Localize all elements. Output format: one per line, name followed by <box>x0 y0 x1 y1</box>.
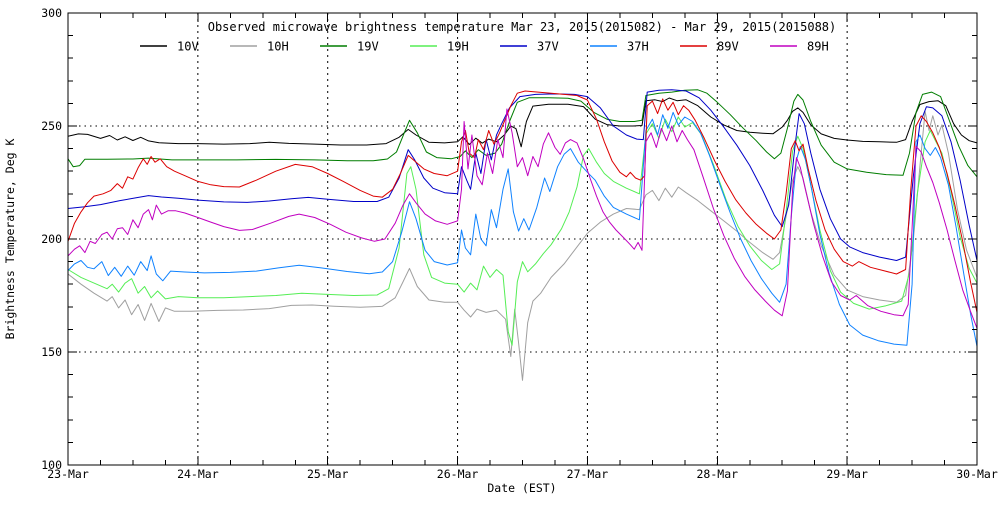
series-line-37V <box>67 89 978 261</box>
series-line-37H <box>67 111 978 347</box>
legend-label-89V: 89V <box>717 40 739 54</box>
series-line-10V <box>67 97 978 148</box>
legend-label-37V: 37V <box>537 40 559 54</box>
tick-labels: 23-Mar 24-Mar 25-Mar 26-Mar 27-Mar 28-Mar 29-M… <box>41 6 998 481</box>
legend-label-19V: 19V <box>357 40 379 54</box>
chart-title: Observed microwave brightness temperatur… <box>208 20 837 34</box>
legend-label-10H: 10H <box>267 40 289 54</box>
y-tick-label: 200 <box>41 232 62 246</box>
y-tick-label: 250 <box>41 119 62 133</box>
series-line-89V <box>67 90 978 313</box>
y-axis-label: Brightness Temperature, Deg K <box>3 139 17 340</box>
y-tick-label: 150 <box>41 345 62 359</box>
legend-label-19H: 19H <box>447 40 469 54</box>
series-line-19V <box>67 89 978 178</box>
series-line-19H <box>67 116 978 346</box>
legend-label-37H: 37H <box>627 40 649 54</box>
legend-label-10V: 10V <box>177 40 199 54</box>
series-line-89H <box>67 108 978 329</box>
x-tick-label: 24-Mar <box>177 467 219 481</box>
legend-label-89H: 89H <box>807 40 829 54</box>
x-axis-label: Date (EST) <box>487 481 556 495</box>
x-tick-label: 27-Mar <box>567 467 609 481</box>
y-tick-label: 300 <box>41 6 62 20</box>
legend: 10V 10H 19V 19H 37V 37H 89V 89H <box>140 40 829 54</box>
axes-frame-and-ticks <box>67 12 978 466</box>
x-tick-label: 25-Mar <box>307 467 349 481</box>
x-tick-label: 26-Mar <box>437 467 479 481</box>
series-line-10H <box>67 110 978 381</box>
x-tick-label: 23-Mar <box>47 467 89 481</box>
x-tick-label: 28-Mar <box>697 467 739 481</box>
series-lines <box>67 89 978 381</box>
x-tick-label: 29-Mar <box>826 467 868 481</box>
y-tick-label: 100 <box>41 458 62 472</box>
x-tick-label: 30-Mar <box>956 467 998 481</box>
